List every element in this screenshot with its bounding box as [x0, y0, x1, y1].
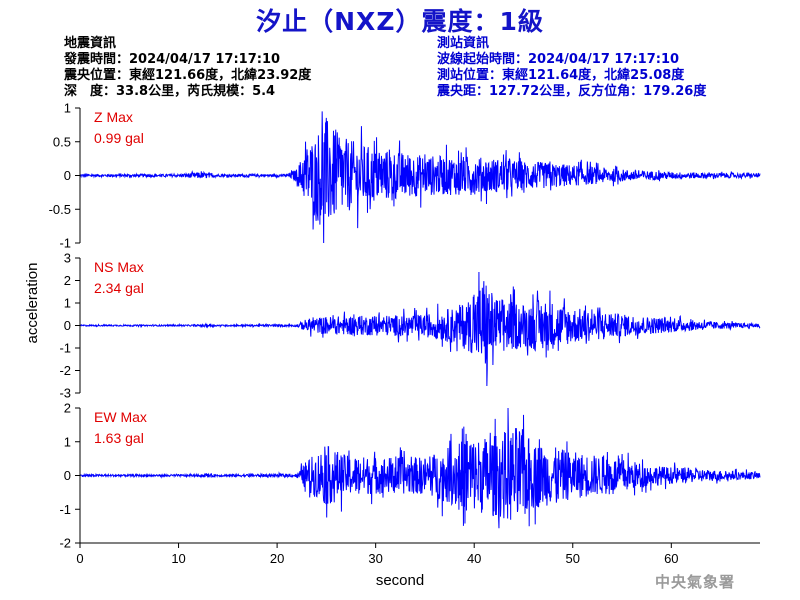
y-tick-label-ew: -1 [59, 502, 71, 517]
waveform-ew [79, 407, 761, 529]
epicenter-location: 震央位置：東經121.66度，北緯23.92度 [64, 68, 312, 83]
max-value-ns: 2.34 gal [94, 280, 144, 296]
y-tick-label-ns: -1 [59, 341, 71, 356]
y-tick-label-z: 1 [64, 101, 71, 116]
cwa-watermark: 中央氣象署 [655, 573, 736, 591]
y-tick-label-ns: -3 [59, 386, 71, 401]
y-tick-label-ew: 0 [64, 468, 71, 483]
max-label-ns: NS Max [94, 259, 144, 275]
chart-title: 汐止（NXZ）震度：1級 [256, 7, 544, 36]
waveform-z [79, 111, 761, 244]
station-info-header: 測站資訊 [437, 36, 490, 51]
y-tick-label-ns: 1 [64, 296, 71, 311]
origin-time: 發震時間：2024/04/17 17:17:10 [64, 52, 281, 67]
x-tick-label: 0 [76, 551, 83, 566]
x-tick-label: 50 [566, 551, 580, 566]
max-value-z: 0.99 gal [94, 130, 144, 146]
earthquake-info: 地震資訊 發震時間：2024/04/17 17:17:10 震央位置：東經121… [64, 36, 311, 100]
y-tick-label-ew: 1 [64, 434, 71, 449]
depth-magnitude: 深 度：33.8公里，芮氏規模：5.4 [64, 84, 276, 99]
x-tick-label: 10 [171, 551, 185, 566]
y-tick-label-z: -0.5 [49, 202, 71, 217]
y-tick-label-z: 0 [64, 168, 71, 183]
y-tick-label-ns: 2 [64, 273, 71, 288]
y-axis-label: acceleration [24, 263, 41, 344]
max-label-ew: EW Max [94, 409, 147, 425]
distance-azimuth: 震央距：127.72公里，反方位角：179.26度 [437, 84, 707, 99]
x-tick-label: 20 [270, 551, 284, 566]
x-tick-label: 40 [467, 551, 481, 566]
x-axis-label: second [376, 572, 424, 589]
y-tick-label-z: -1 [59, 236, 71, 251]
station-location: 測站位置：東經121.64度，北緯25.08度 [437, 68, 685, 83]
max-value-ew: 1.63 gal [94, 430, 144, 446]
x-tick-label: 60 [664, 551, 678, 566]
y-tick-label-ns: 3 [64, 251, 71, 266]
waveform-ns [79, 271, 761, 387]
earthquake-info-header: 地震資訊 [64, 36, 117, 51]
y-tick-label-ew: 2 [64, 401, 71, 416]
station-info: 測站資訊 波線起始時間：2024/04/17 17:17:10 測站位置：東經1… [437, 36, 706, 100]
y-tick-label-ns: -2 [59, 363, 71, 378]
x-tick-label: 30 [368, 551, 382, 566]
max-label-z: Z Max [94, 109, 133, 125]
wave-start-time: 波線起始時間：2024/04/17 17:17:10 [437, 52, 680, 67]
y-tick-label-z: 0.5 [53, 134, 71, 149]
y-tick-label-ns: 0 [64, 318, 71, 333]
y-tick-label-ew: -2 [59, 536, 71, 551]
